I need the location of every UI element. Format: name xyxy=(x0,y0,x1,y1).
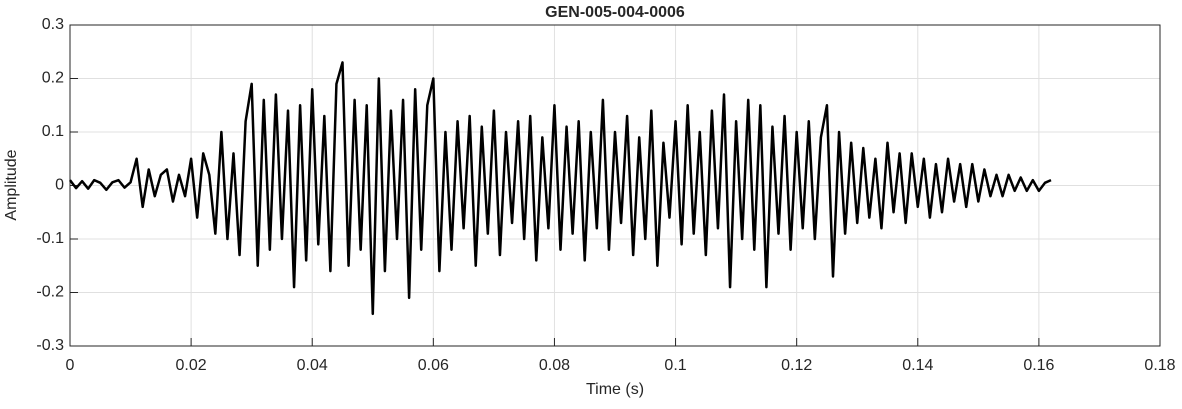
x-tick-label: 0.04 xyxy=(297,357,328,374)
y-tick-label: 0.1 xyxy=(42,123,64,140)
y-tick-label: 0 xyxy=(55,177,64,194)
x-tick-label: 0.02 xyxy=(176,357,207,374)
x-tick-label: 0.14 xyxy=(902,357,933,374)
waveform xyxy=(69,61,1052,316)
y-axis-label: Amplitude xyxy=(3,149,20,220)
y-tick-label: -0.2 xyxy=(36,284,64,301)
y-tick-label: -0.1 xyxy=(36,230,64,247)
y-tick-label: 0.2 xyxy=(42,70,64,87)
x-axis-label: Time (s) xyxy=(586,381,644,398)
x-tick-label: 0.06 xyxy=(418,357,449,374)
x-tick-label: 0.12 xyxy=(781,357,812,374)
x-tick-label: 0.08 xyxy=(539,357,570,374)
y-tick-label: -0.3 xyxy=(36,337,64,354)
x-tick-label: 0.1 xyxy=(664,357,686,374)
x-tick-label: 0.16 xyxy=(1023,357,1054,374)
x-tick-label: 0.18 xyxy=(1144,357,1175,374)
chart-title: GEN-005-004-0006 xyxy=(545,4,685,21)
y-tick-label: 0.3 xyxy=(42,16,64,33)
x-tick-label: 0 xyxy=(66,357,75,374)
axes-box xyxy=(69,24,1161,347)
